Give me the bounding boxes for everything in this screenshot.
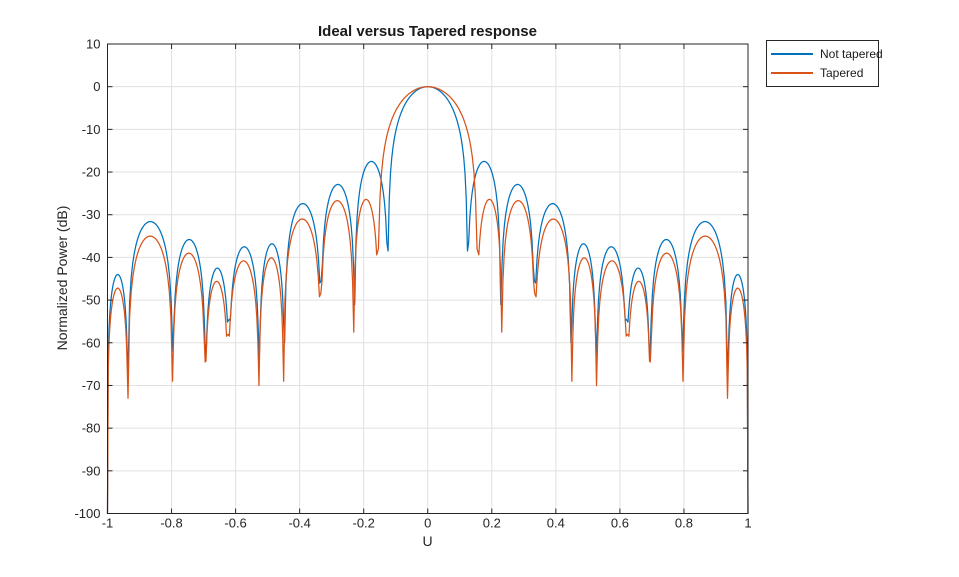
legend-entry-not-tapered: Not tapered — [771, 44, 883, 63]
legend-label: Not tapered — [820, 46, 883, 61]
x-tick-label: -1 — [102, 516, 114, 531]
y-tick-label: -70 — [82, 378, 101, 393]
y-tick-label: -30 — [82, 207, 101, 222]
chart-title: Ideal versus Tapered response — [318, 23, 537, 40]
x-tick-label: -0.6 — [224, 516, 246, 531]
y-tick-label: -90 — [82, 463, 101, 478]
series-line-tapered — [106, 86, 749, 514]
x-tick-label: 0 — [424, 516, 431, 531]
x-tick-label: -0.4 — [288, 516, 310, 531]
legend-line-swatch-orange — [771, 71, 813, 74]
legend-label: Tapered — [820, 65, 864, 80]
y-axis-label: Normalized Power (dB) — [54, 205, 70, 351]
y-tick-label: 0 — [93, 79, 100, 94]
x-tick-label: -0.2 — [352, 516, 374, 531]
y-tick-label: -60 — [82, 335, 101, 350]
legend: Not tapered Tapered — [766, 40, 883, 87]
y-tick-label: -10 — [82, 122, 101, 137]
x-axis-label: U — [422, 533, 433, 549]
y-tick-label: -100 — [74, 506, 100, 521]
x-tick-label: 0.2 — [483, 516, 501, 531]
y-tick-label: -20 — [82, 165, 101, 180]
y-tick-label: -50 — [82, 293, 101, 308]
x-tick-label: 0.4 — [547, 516, 565, 531]
x-tick-label: 0.8 — [675, 516, 693, 531]
y-tick-label: -40 — [82, 250, 101, 265]
y-tick-label: 10 — [86, 37, 100, 52]
legend-entry-tapered: Tapered — [771, 63, 878, 82]
x-tick-label: -0.8 — [160, 516, 182, 531]
x-tick-label: 0.6 — [611, 516, 629, 531]
x-tick-label: 1 — [744, 516, 751, 531]
legend-line-swatch-blue — [771, 52, 813, 55]
y-tick-label: -80 — [82, 421, 101, 436]
